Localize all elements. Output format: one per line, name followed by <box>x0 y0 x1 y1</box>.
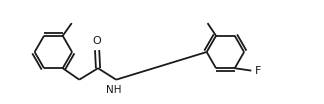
Text: NH: NH <box>106 85 122 95</box>
Text: F: F <box>255 66 262 76</box>
Text: O: O <box>93 36 101 46</box>
